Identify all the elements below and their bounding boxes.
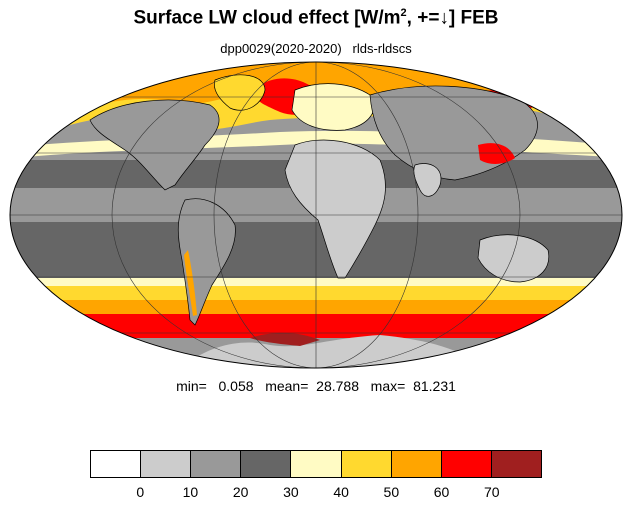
map-title: Surface LW cloud effect [W/m2, +=↓] FEB bbox=[0, 7, 632, 29]
meridian-60 bbox=[213, 62, 419, 368]
colorbar-box bbox=[141, 451, 192, 477]
colorbar-label: 30 bbox=[283, 484, 299, 500]
colorbar-box bbox=[241, 451, 292, 477]
colorbar-label: 50 bbox=[383, 484, 400, 500]
title-superscript: 2 bbox=[400, 7, 407, 19]
map-subtitle: dpp0029(2020-2020) rlds-rldscs bbox=[220, 41, 412, 56]
colorbar-label: 0 bbox=[136, 484, 145, 500]
globe-outline bbox=[9, 61, 623, 369]
stats-line: min= 0.058 mean= 28.788 max= 81.231 bbox=[176, 378, 456, 394]
australia bbox=[477, 234, 550, 283]
antarctica bbox=[170, 335, 500, 368]
colorbar-label: 40 bbox=[333, 484, 349, 500]
colorbar bbox=[90, 450, 542, 478]
colorbar-box bbox=[491, 451, 541, 477]
colorbar-box bbox=[391, 451, 442, 477]
graticule bbox=[10, 62, 622, 368]
colorbar-box bbox=[191, 451, 242, 477]
greenland bbox=[214, 74, 266, 111]
meridian-120 bbox=[111, 62, 521, 368]
colorbar-box bbox=[91, 451, 142, 477]
andes-highlight bbox=[184, 250, 197, 316]
title-main: Surface LW cloud effect [W/m bbox=[133, 7, 401, 29]
antarctic-dark-red bbox=[250, 332, 320, 346]
title-rest: , +=↓] FEB bbox=[406, 7, 499, 29]
colorbar-label: 70 bbox=[483, 484, 500, 500]
north-america bbox=[89, 99, 220, 191]
colorbar-label: 60 bbox=[433, 484, 450, 500]
colorbar-box bbox=[341, 451, 392, 477]
colorbar-label: 20 bbox=[232, 484, 249, 500]
colorbar-box bbox=[291, 451, 342, 477]
colorbar-labels: 0 10 20 30 40 50 60 70 bbox=[90, 484, 542, 502]
europe bbox=[291, 83, 375, 131]
map-field bbox=[10, 62, 622, 368]
colorbar-label: 10 bbox=[182, 484, 199, 500]
colorbar-box bbox=[441, 451, 492, 477]
